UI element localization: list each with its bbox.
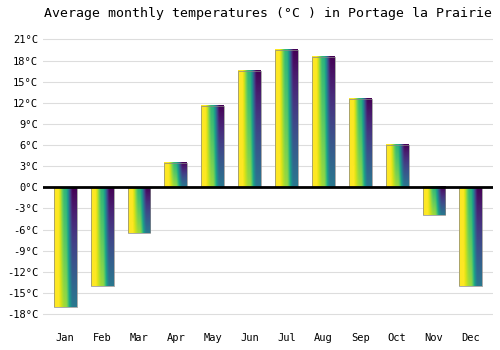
Bar bbox=[349, 99, 372, 187]
Bar bbox=[275, 50, 298, 187]
Bar bbox=[312, 57, 335, 187]
Bar bbox=[422, 187, 446, 216]
Bar bbox=[164, 163, 188, 187]
Bar bbox=[238, 71, 261, 187]
Bar bbox=[54, 187, 76, 307]
Bar bbox=[386, 145, 408, 187]
Bar bbox=[460, 187, 482, 286]
Bar bbox=[202, 106, 224, 187]
Bar bbox=[128, 187, 150, 233]
Title: Average monthly temperatures (°C ) in Portage la Prairie: Average monthly temperatures (°C ) in Po… bbox=[44, 7, 492, 20]
Bar bbox=[90, 187, 114, 286]
